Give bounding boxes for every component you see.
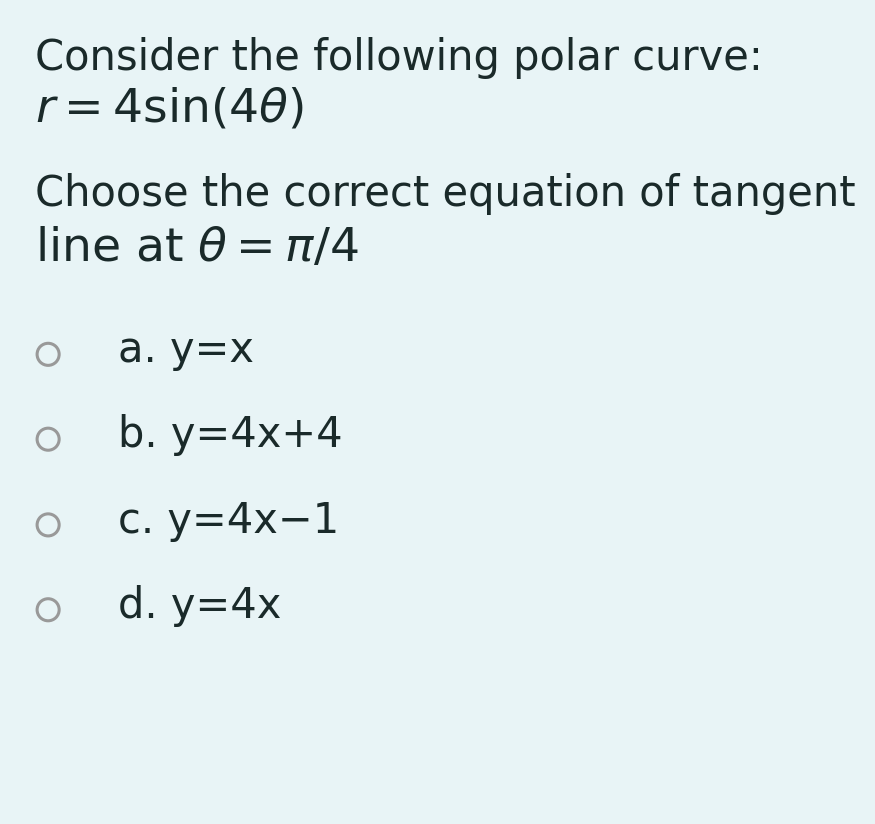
Text: d. y=4x: d. y=4x xyxy=(118,585,282,626)
Text: Consider the following polar curve:: Consider the following polar curve: xyxy=(35,37,763,79)
Text: a. y=x: a. y=x xyxy=(118,330,254,371)
Text: line at $\theta = \pi/4$: line at $\theta = \pi/4$ xyxy=(35,226,359,271)
Text: b. y=4x+4: b. y=4x+4 xyxy=(118,414,343,456)
Text: Choose the correct equation of tangent: Choose the correct equation of tangent xyxy=(35,173,856,215)
Text: $r = 4\sin(4\theta)$: $r = 4\sin(4\theta)$ xyxy=(35,87,304,132)
Text: c. y=4x−1: c. y=4x−1 xyxy=(118,500,340,541)
